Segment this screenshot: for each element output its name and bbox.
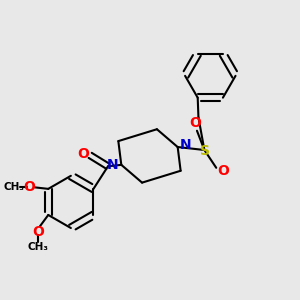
Text: O: O [190, 116, 201, 130]
Text: N: N [180, 138, 192, 152]
Text: O: O [78, 147, 90, 161]
Text: S: S [200, 144, 210, 158]
Text: O: O [217, 164, 229, 178]
Text: CH₃: CH₃ [28, 242, 49, 252]
Text: CH₃: CH₃ [3, 182, 24, 192]
Text: O: O [32, 225, 44, 238]
Text: O: O [24, 180, 35, 194]
Text: N: N [107, 158, 119, 172]
